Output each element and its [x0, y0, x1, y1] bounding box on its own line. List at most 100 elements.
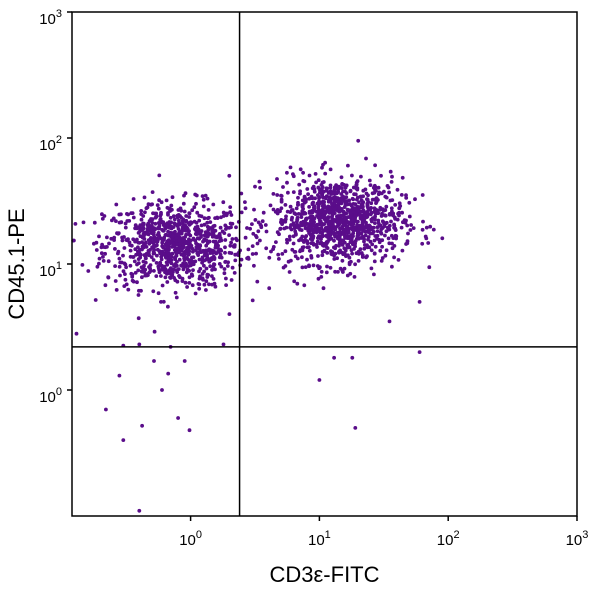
event-point [168, 276, 173, 280]
event-point [384, 204, 389, 209]
event-point [353, 214, 358, 219]
event-point [221, 214, 226, 218]
event-point [365, 201, 370, 206]
event-point [357, 251, 361, 256]
event-point [229, 278, 234, 282]
event-point [308, 214, 313, 219]
event-point [168, 266, 173, 271]
event-point [221, 342, 226, 347]
event-point [201, 204, 206, 209]
event-point [151, 211, 155, 216]
event-point [166, 304, 170, 309]
event-point [172, 217, 177, 222]
event-point [350, 196, 355, 201]
event-point [383, 194, 388, 199]
event-point [355, 179, 360, 184]
event-point [294, 206, 299, 211]
event-point [133, 239, 138, 244]
event-point [131, 215, 136, 220]
event-point [187, 215, 192, 219]
event-point [278, 227, 283, 231]
event-point [339, 240, 343, 245]
event-point [381, 208, 386, 213]
event-point [383, 253, 388, 258]
event-point [264, 246, 269, 251]
event-point [120, 238, 125, 243]
event-point [388, 198, 393, 203]
event-point [175, 215, 180, 220]
event-point [168, 231, 173, 236]
event-point [263, 223, 268, 227]
event-point [161, 245, 166, 250]
event-point [290, 247, 295, 252]
event-point [179, 263, 184, 268]
event-point [420, 193, 425, 197]
event-point [355, 186, 360, 191]
event-point [194, 220, 199, 225]
event-point [243, 200, 247, 205]
x-tick-label: 101 [308, 529, 331, 549]
event-point [155, 253, 159, 258]
event-point [326, 218, 330, 223]
event-point [304, 234, 309, 238]
event-point [128, 263, 133, 268]
event-point [279, 193, 283, 198]
event-point [312, 189, 317, 194]
event-point [333, 251, 338, 256]
event-point [221, 210, 226, 215]
event-point [320, 253, 325, 258]
event-point [185, 285, 190, 289]
event-point [334, 183, 338, 188]
event-point [298, 227, 302, 232]
event-point [320, 215, 324, 220]
event-point [332, 238, 336, 243]
event-point [283, 249, 288, 254]
event-point [340, 182, 344, 187]
event-point [202, 216, 207, 221]
event-point [396, 258, 401, 262]
event-point [287, 234, 292, 239]
event-point [235, 238, 239, 243]
event-point [253, 218, 258, 222]
event-point [375, 233, 380, 238]
event-point [358, 247, 363, 252]
x-axis-ticks: 100 101 102 103 [179, 516, 588, 549]
event-point [148, 248, 152, 252]
event-point [166, 212, 170, 217]
event-point [150, 226, 154, 230]
event-point [389, 219, 393, 224]
event-point [354, 182, 359, 187]
event-point [376, 211, 381, 216]
event-point [352, 275, 357, 279]
event-point [168, 255, 173, 259]
event-point [152, 359, 156, 363]
event-point [283, 217, 288, 222]
event-point [280, 222, 284, 227]
event-point [252, 207, 256, 212]
event-point [139, 217, 144, 222]
event-point [399, 225, 404, 230]
event-point [136, 316, 141, 321]
event-point [164, 198, 169, 203]
event-point [243, 206, 248, 211]
event-point [380, 244, 384, 249]
event-point [357, 200, 361, 205]
event-point [254, 251, 258, 256]
event-point [336, 190, 340, 195]
event-point [173, 263, 178, 268]
event-point [368, 239, 373, 244]
event-point [347, 198, 352, 203]
event-point [364, 255, 368, 260]
event-point [274, 240, 278, 245]
event-point [307, 245, 311, 250]
event-point [316, 205, 321, 210]
event-point [146, 229, 151, 234]
event-point [298, 167, 303, 172]
event-point [213, 228, 218, 233]
event-point [373, 221, 377, 226]
event-point [148, 263, 153, 267]
event-point [341, 213, 346, 218]
event-point [362, 212, 367, 217]
event-point [93, 298, 98, 302]
event-point [319, 275, 324, 279]
